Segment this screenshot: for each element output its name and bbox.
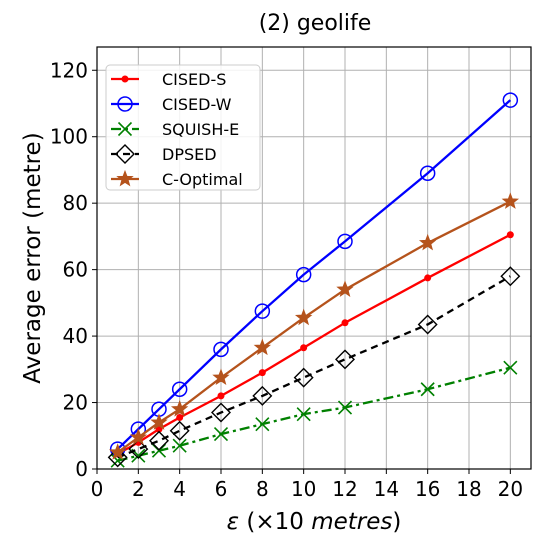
data-point: [176, 413, 184, 421]
data-point: [418, 233, 437, 251]
data-point: [337, 400, 353, 415]
data-point: [255, 417, 270, 432]
data-point: [337, 233, 353, 250]
legend-label: CISED-W: [162, 95, 232, 114]
x-tick-label: 18: [456, 477, 481, 501]
x-tick-label: 10: [291, 477, 316, 501]
data-point: [420, 382, 435, 397]
y-tick-label: 20: [63, 391, 88, 415]
data-point: [502, 92, 519, 108]
data-point: [336, 280, 354, 297]
data-point: [294, 308, 313, 326]
data-point: [293, 367, 314, 388]
data-point: [501, 192, 520, 209]
y-tick-label: 100: [50, 125, 88, 149]
legend-marker: [117, 96, 133, 112]
legend: CISED-S CISED-W SQUISH-E DPSED C-Optimal: [105, 64, 261, 191]
x-axis-close: ): [392, 509, 401, 535]
y-axis-label: Average error (metre): [20, 132, 46, 383]
data-point: [296, 407, 311, 422]
data-point: [254, 303, 271, 319]
data-point: [503, 360, 518, 375]
data-point: [107, 447, 128, 468]
series-c-optimal: [108, 192, 520, 460]
data-point: [172, 438, 187, 453]
data-point: [171, 381, 188, 398]
series-line: [116, 99, 512, 450]
data-point: [169, 420, 190, 441]
data-point: [253, 338, 272, 356]
y-tick-label: 120: [50, 58, 88, 82]
x-tick-label: 12: [332, 477, 357, 501]
legend-label: C-Optimal: [162, 170, 243, 189]
legend-label: CISED-S: [162, 70, 226, 89]
data-point: [500, 266, 521, 287]
y-tick-label: 80: [63, 191, 88, 215]
legend-label: DPSED: [162, 145, 217, 164]
x-tick-label: 8: [256, 477, 269, 501]
data-point: [129, 428, 148, 445]
data-point: [252, 385, 273, 406]
series-line: [116, 200, 511, 454]
data-point: [211, 402, 231, 423]
series-line: [117, 275, 511, 459]
x-tick-label: 2: [132, 477, 145, 501]
data-point: [217, 392, 225, 400]
legend-label: SQUISH-E: [162, 120, 239, 139]
data-point: [300, 344, 308, 352]
data-point: [150, 413, 168, 430]
x-axis-unit: metres: [311, 509, 392, 535]
x-tick-label: 16: [415, 477, 440, 501]
data-point: [258, 369, 266, 377]
legend-marker: [117, 121, 133, 137]
data-point: [128, 439, 149, 460]
series-dpsed: [107, 266, 521, 468]
x-axis-scale: (×10: [239, 509, 311, 535]
data-point: [213, 427, 229, 442]
legend-marker: [121, 75, 129, 83]
axis-ticks: 0 2 4 6 8 10 12 14 16 18 20 0 20 40 60 80 100 120: [50, 58, 523, 501]
data-point: [108, 443, 127, 460]
series-layer: [107, 92, 521, 468]
data-point: [170, 400, 189, 417]
x-tick-label: 14: [374, 477, 399, 501]
series-line: [117, 233, 511, 456]
x-tick-label: 4: [173, 477, 186, 501]
x-axis-symbol: ε: [227, 509, 239, 535]
series-line: [117, 366, 511, 462]
y-tick-label: 60: [63, 258, 88, 282]
data-point: [419, 165, 436, 182]
y-tick-label: 40: [63, 324, 88, 348]
data-point: [212, 368, 230, 385]
plot-frame: [96, 46, 532, 470]
legend-marker: [115, 144, 135, 164]
y-tick-label: 0: [75, 457, 88, 481]
x-tick-label: 0: [91, 477, 104, 501]
x-tick-label: 20: [498, 477, 523, 501]
x-tick-label: 6: [215, 477, 228, 501]
chart-title: (2) geolife: [259, 11, 372, 36]
data-point: [424, 274, 432, 282]
legend-marker: [116, 169, 134, 187]
data-point: [417, 314, 438, 335]
data-point: [335, 349, 355, 370]
data-point: [213, 341, 229, 358]
x-axis-label: ε (×10 metres): [227, 509, 402, 535]
legend-box: [105, 64, 261, 191]
data-point: [341, 319, 349, 327]
data-point: [295, 266, 312, 283]
data-point: [149, 430, 169, 451]
data-point: [506, 231, 514, 239]
